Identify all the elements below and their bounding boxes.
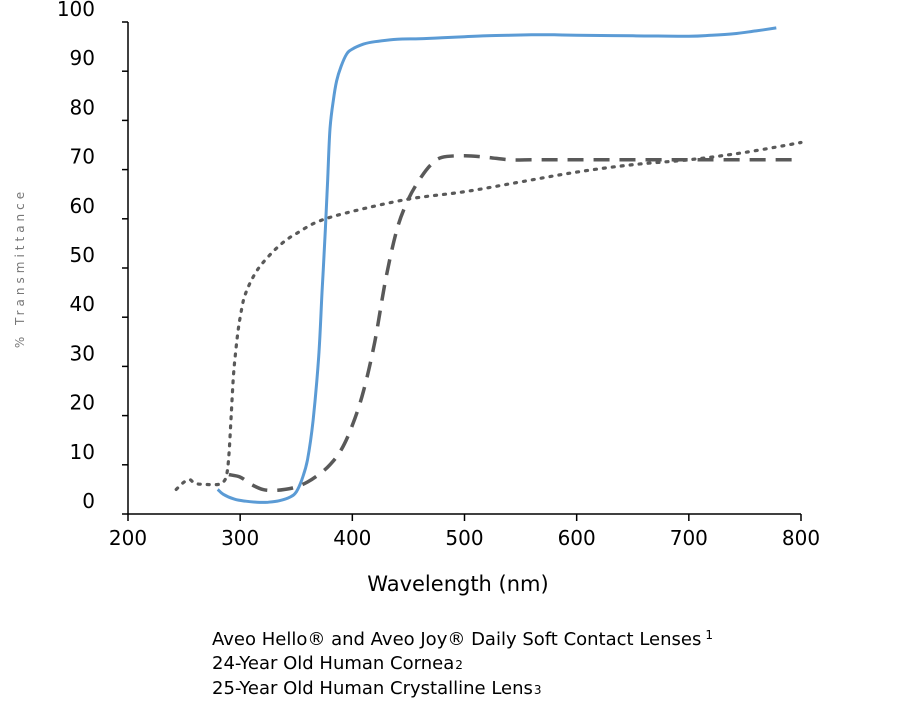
series-line-aveo-hello-and-aveo-joy-daily-soft-contact-lenses [216, 26, 777, 504]
x-tick-label: 200 [109, 526, 147, 550]
x-tick-label: 700 [670, 526, 708, 550]
x-tick-label: 400 [333, 526, 371, 550]
legend-label-contact-lenses: Aveo Hello® and Aveo Joy® Daily Soft Con… [212, 629, 702, 650]
y-tick-label: 40 [70, 292, 95, 316]
y-tick-label: 90 [70, 46, 95, 70]
x-tick-label: 600 [558, 526, 596, 550]
y-tick-label: 70 [70, 145, 95, 169]
y-axis-label: % Transmittance [13, 188, 27, 348]
legend-label-cornea: 24-Year Old Human Cornea [212, 653, 455, 674]
x-tick-labels: 200 300 400 500 600 700 800 [109, 526, 820, 550]
series-lines [174, 26, 803, 504]
legend-footnote-1: 1 [705, 628, 713, 642]
x-tick-label: 500 [445, 526, 483, 550]
y-tick-label: 0 [82, 489, 95, 513]
y-tick-label: 50 [70, 243, 95, 267]
axes [122, 21, 802, 521]
x-axis-label: Wavelength (nm) [367, 572, 548, 596]
y-tick-label: 30 [70, 341, 95, 365]
legend-label-crystalline-lens: 25-Year Old Human Crystalline Lens [212, 678, 533, 699]
y-tick-label: 10 [70, 440, 95, 464]
y-tick-label: 20 [70, 391, 95, 415]
y-tick-label: 60 [70, 194, 95, 218]
x-tick-label: 800 [782, 526, 820, 550]
y-tick-label: 100 [57, 0, 95, 21]
y-tick-label: 80 [70, 95, 95, 119]
y-tick-labels: 0 10 20 30 40 50 60 70 80 90 100 [57, 0, 95, 513]
series-line-24-year-old-human-cornea [174, 140, 803, 491]
x-tick-label: 300 [221, 526, 259, 550]
series-line-25-year-old-human-crystalline-lens [228, 154, 801, 493]
legend-footnote-2: 2 [455, 658, 463, 672]
legend-footnote-3: 3 [533, 683, 542, 697]
